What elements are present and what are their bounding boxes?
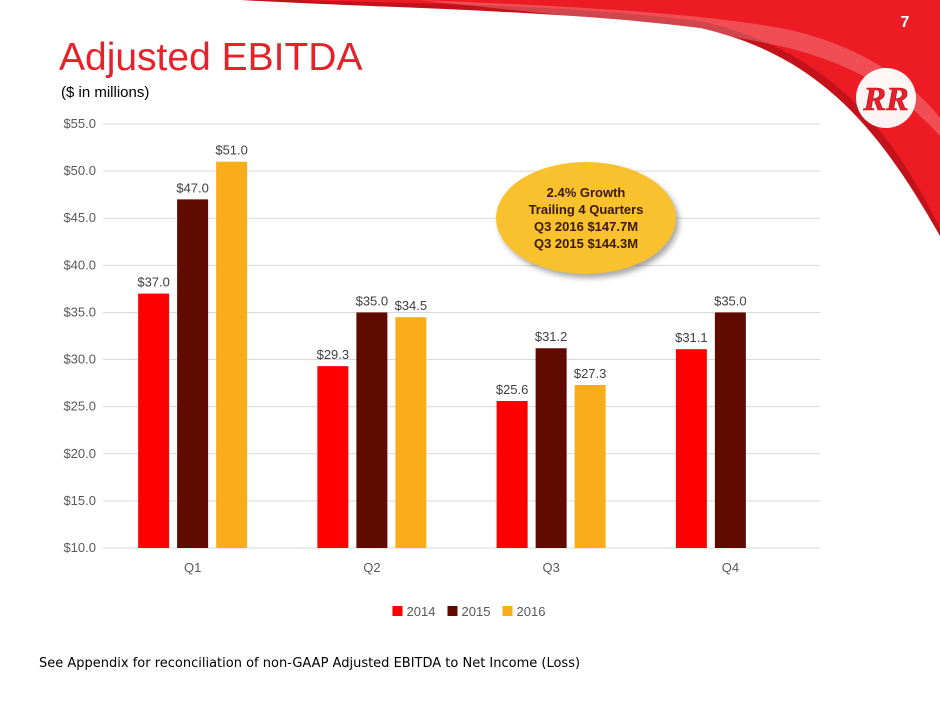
header-banner [240, 0, 940, 236]
bar-2015-q4 [714, 312, 746, 548]
callout-line-1: 2.4% Growth [546, 185, 626, 200]
data-label: $29.3 [317, 347, 350, 362]
data-label: $27.3 [574, 366, 607, 381]
legend-label-2016: 2016 [517, 604, 546, 619]
bar-2014-q3 [496, 401, 528, 548]
y-tick-label: $35.0 [63, 304, 96, 319]
bar-2014-q4 [675, 349, 707, 548]
data-label: $34.5 [395, 298, 428, 313]
bar-2015-q3 [535, 348, 567, 548]
data-label: $47.0 [176, 180, 209, 195]
y-tick-label: $30.0 [63, 352, 96, 367]
y-tick-label: $40.0 [63, 257, 96, 272]
x-tick-label: Q4 [722, 560, 739, 575]
bar-2016-q1 [216, 161, 248, 548]
bar-2015-q2 [356, 312, 388, 548]
y-tick-label: $10.0 [63, 540, 96, 555]
legend-swatch-2015 [447, 606, 458, 616]
y-tick-label: $50.0 [63, 163, 96, 178]
callout-line-2: Trailing 4 Quarters [528, 202, 644, 217]
y-tick-label: $45.0 [63, 210, 96, 225]
page-title: Adjusted EBITDA [59, 36, 363, 79]
legend-label-2014: 2014 [407, 604, 436, 619]
page-number: 7 [900, 14, 910, 31]
data-label: $35.0 [356, 293, 389, 308]
growth-callout: 2.4% Growth Trailing 4 Quarters Q3 2016 … [496, 162, 676, 274]
legend-swatch-2014 [392, 606, 403, 616]
data-label: $37.0 [137, 275, 170, 290]
y-tick-label: $20.0 [63, 446, 96, 461]
x-tick-label: Q1 [184, 560, 201, 575]
data-label: $31.1 [675, 330, 708, 345]
data-label: $31.2 [535, 329, 568, 344]
footnote: See Appendix for reconciliation of non-G… [39, 656, 581, 671]
bar-2016-q2 [395, 317, 427, 548]
bar-2016-q3 [574, 384, 606, 548]
y-tick-label: $15.0 [63, 493, 96, 508]
legend-swatch-2016 [502, 606, 513, 616]
x-tick-label: Q3 [542, 560, 559, 575]
y-tick-label: $55.0 [63, 116, 96, 131]
company-logo: RR [856, 68, 916, 128]
data-label: $35.0 [714, 293, 747, 308]
bar-2014-q2 [317, 366, 349, 548]
data-label: $51.0 [215, 143, 248, 158]
callout-line-4: Q3 2015 $144.3M [533, 236, 639, 251]
legend-label-2015: 2015 [462, 604, 491, 619]
bar-2014-q1 [138, 293, 170, 548]
x-tick-label: Q2 [363, 560, 380, 575]
bar-2015-q1 [177, 199, 209, 548]
y-tick-label: $25.0 [63, 399, 96, 414]
callout-line-3: Q3 2016 $147.7M [533, 219, 639, 234]
logo-lettering: RR [862, 81, 908, 118]
page-subtitle: ($ in millions) [61, 84, 150, 101]
data-label: $25.6 [496, 382, 529, 397]
